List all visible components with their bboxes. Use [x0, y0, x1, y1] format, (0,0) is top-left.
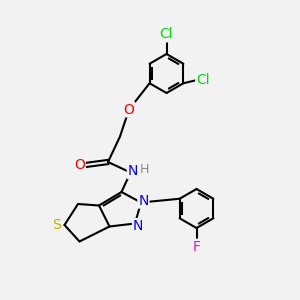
Text: Cl: Cl	[160, 28, 173, 41]
Text: O: O	[74, 158, 85, 172]
Text: N: N	[133, 219, 143, 233]
Text: N: N	[128, 164, 138, 178]
Text: N: N	[138, 194, 148, 208]
Text: Cl: Cl	[196, 73, 210, 87]
Text: F: F	[193, 240, 200, 254]
Text: O: O	[124, 103, 134, 116]
Text: S: S	[52, 218, 61, 232]
Text: H: H	[140, 163, 150, 176]
